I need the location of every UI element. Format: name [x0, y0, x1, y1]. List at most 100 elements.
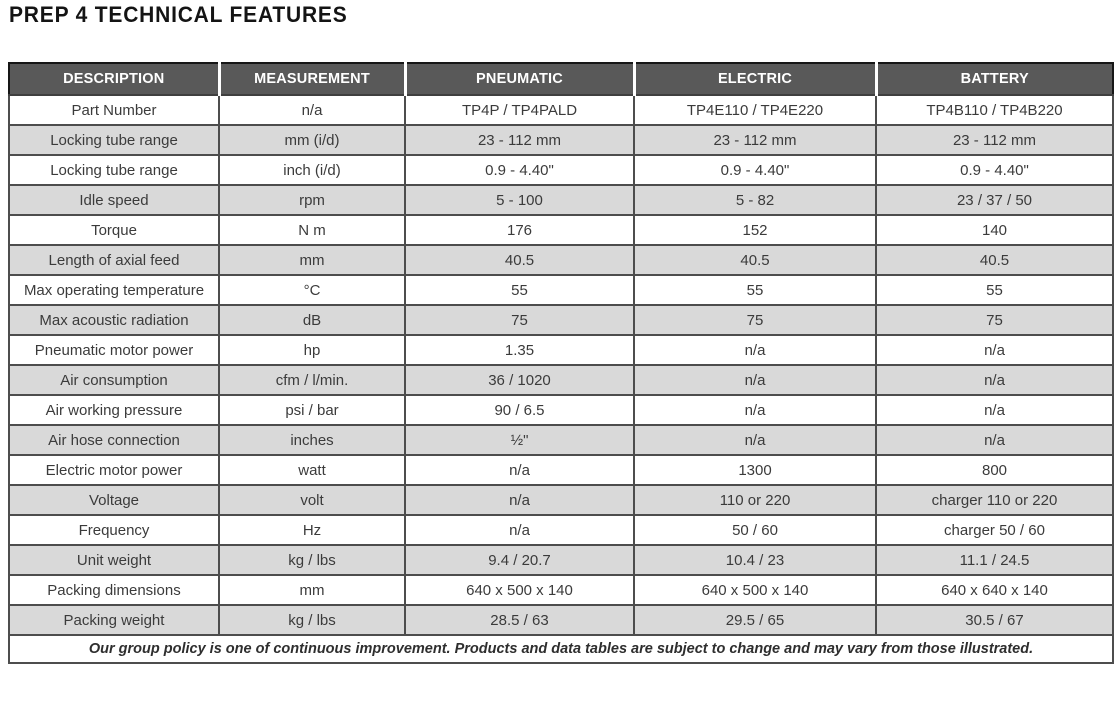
spec-description: Length of axial feed [8, 244, 220, 276]
table-row: Pneumatic motor power hp 1.35 n/a n/a [8, 334, 1114, 366]
spec-battery: 140 [875, 214, 1114, 246]
spec-battery: 640 x 640 x 140 [875, 574, 1114, 606]
spec-measurement: kg / lbs [218, 544, 406, 576]
spec-measurement: mm [218, 574, 406, 606]
spec-description: Unit weight [8, 544, 220, 576]
table-row: Idle speed rpm 5 - 100 5 - 82 23 / 37 / … [8, 184, 1114, 216]
table-row: Torque N m 176 152 140 [8, 214, 1114, 246]
spec-description: Voltage [8, 484, 220, 516]
spec-measurement: hp [218, 334, 406, 366]
spec-measurement: n/a [218, 94, 406, 126]
spec-battery: 11.1 / 24.5 [875, 544, 1114, 576]
spec-description: Max acoustic radiation [8, 304, 220, 336]
table-row: Electric motor power watt n/a 1300 800 [8, 454, 1114, 486]
spec-description: Locking tube range [8, 154, 220, 186]
spec-pneumatic: 5 - 100 [404, 184, 635, 216]
spec-battery: 23 - 112 mm [875, 124, 1114, 156]
spec-battery: n/a [875, 334, 1114, 366]
table-row: Part Number n/a TP4P / TP4PALD TP4E110 /… [8, 94, 1114, 126]
spec-pneumatic: 23 - 112 mm [404, 124, 635, 156]
spec-description: Air working pressure [8, 394, 220, 426]
spec-pneumatic: 1.35 [404, 334, 635, 366]
spec-battery: 30.5 / 67 [875, 604, 1114, 636]
spec-electric: 75 [633, 304, 877, 336]
spec-electric: 55 [633, 274, 877, 306]
spec-electric: 5 - 82 [633, 184, 877, 216]
spec-measurement: rpm [218, 184, 406, 216]
spec-measurement: psi / bar [218, 394, 406, 426]
spec-pneumatic: 55 [404, 274, 635, 306]
spec-electric: 50 / 60 [633, 514, 877, 546]
table-row: Max acoustic radiation dB 75 75 75 [8, 304, 1114, 336]
header-measurement: MEASUREMENT [217, 63, 405, 96]
spec-electric: 1300 [633, 454, 877, 486]
spec-measurement: N m [218, 214, 406, 246]
spec-battery: 800 [875, 454, 1114, 486]
spec-pneumatic: 90 / 6.5 [404, 394, 635, 426]
spec-description: Electric motor power [8, 454, 220, 486]
policy-note: Our group policy is one of continuous im… [8, 634, 1114, 664]
spec-electric: 10.4 / 23 [633, 544, 877, 576]
table-row: Frequency Hz n/a 50 / 60 charger 50 / 60 [8, 514, 1114, 546]
spec-electric: 23 - 112 mm [633, 124, 877, 156]
spec-description: Packing weight [8, 604, 220, 636]
table-header-row: DESCRIPTION MEASUREMENT PNEUMATIC ELECTR… [9, 63, 1113, 96]
spec-description: Torque [8, 214, 220, 246]
spec-description: Air hose connection [8, 424, 220, 456]
header-description: DESCRIPTION [9, 63, 219, 96]
spec-electric: n/a [633, 424, 877, 456]
spec-measurement: mm (i/d) [218, 124, 406, 156]
spec-measurement: volt [218, 484, 406, 516]
spec-pneumatic: 9.4 / 20.7 [404, 544, 635, 576]
header-electric: ELECTRIC [632, 63, 876, 96]
spec-pneumatic: 176 [404, 214, 635, 246]
spec-measurement: kg / lbs [218, 604, 406, 636]
spec-electric: 110 or 220 [633, 484, 877, 516]
spec-description: Locking tube range [8, 124, 220, 156]
spec-measurement: dB [218, 304, 406, 336]
spec-pneumatic: 75 [404, 304, 635, 336]
spec-pneumatic: 640 x 500 x 140 [404, 574, 635, 606]
spec-measurement: cfm / l/min. [218, 364, 406, 396]
spec-pneumatic: 36 / 1020 [404, 364, 635, 396]
spec-electric: n/a [633, 334, 877, 366]
spec-electric: 40.5 [633, 244, 877, 276]
spec-description: Idle speed [8, 184, 220, 216]
spec-measurement: inch (i/d) [218, 154, 406, 186]
spec-pneumatic: 0.9 - 4.40" [404, 154, 635, 186]
header-battery: BATTERY [874, 63, 1113, 96]
table-row: Packing dimensions mm 640 x 500 x 140 64… [8, 574, 1114, 606]
spec-electric: 0.9 - 4.40" [633, 154, 877, 186]
table-row: Max operating temperature °C 55 55 55 [8, 274, 1114, 306]
spec-description: Packing dimensions [8, 574, 220, 606]
spec-battery: n/a [875, 364, 1114, 396]
spec-pneumatic: n/a [404, 484, 635, 516]
spec-electric: n/a [633, 394, 877, 426]
spec-pneumatic: 28.5 / 63 [404, 604, 635, 636]
spec-electric: TP4E110 / TP4E220 [633, 94, 877, 126]
table-row: Length of axial feed mm 40.5 40.5 40.5 [8, 244, 1114, 276]
table-row: Packing weight kg / lbs 28.5 / 63 29.5 /… [8, 604, 1114, 636]
table-row: Air hose connection inches ½" n/a n/a [8, 424, 1114, 456]
spec-pneumatic: ½" [404, 424, 635, 456]
header-pneumatic: PNEUMATIC [403, 63, 634, 96]
spec-measurement: mm [218, 244, 406, 276]
spec-battery: 75 [875, 304, 1114, 336]
spec-description: Pneumatic motor power [8, 334, 220, 366]
spec-description: Air consumption [8, 364, 220, 396]
spec-battery: 23 / 37 / 50 [875, 184, 1114, 216]
spec-measurement: inches [218, 424, 406, 456]
spec-pneumatic: TP4P / TP4PALD [404, 94, 635, 126]
spec-pneumatic: 40.5 [404, 244, 635, 276]
spec-battery: charger 50 / 60 [875, 514, 1114, 546]
spec-electric: 152 [633, 214, 877, 246]
spec-measurement: Hz [218, 514, 406, 546]
spec-description: Frequency [8, 514, 220, 546]
table-footer-row: Our group policy is one of continuous im… [8, 634, 1114, 664]
spec-pneumatic: n/a [404, 514, 635, 546]
spec-pneumatic: n/a [404, 454, 635, 486]
table-row: Locking tube range mm (i/d) 23 - 112 mm … [8, 124, 1114, 156]
spec-electric: 29.5 / 65 [633, 604, 877, 636]
spec-measurement: °C [218, 274, 406, 306]
table-row: Air consumption cfm / l/min. 36 / 1020 n… [8, 364, 1114, 396]
